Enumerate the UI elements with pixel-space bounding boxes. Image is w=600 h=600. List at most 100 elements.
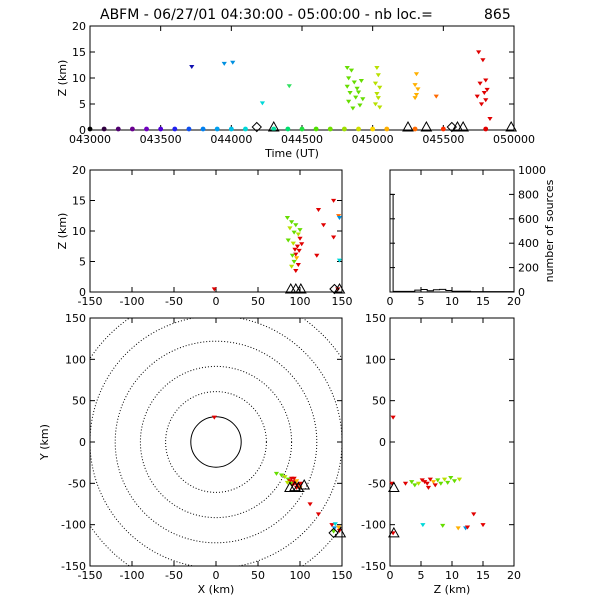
station-marker [451, 120, 464, 132]
data-point [412, 96, 418, 101]
data-point [415, 481, 422, 486]
data-point [353, 95, 359, 100]
data-point [477, 81, 483, 86]
data-point [420, 523, 426, 528]
data-point [329, 523, 335, 528]
data-point [293, 252, 299, 257]
y-tick-label: 400 [518, 237, 539, 250]
data-point [278, 473, 285, 478]
data-point [357, 103, 363, 108]
data-point [350, 106, 356, 111]
data-point [351, 80, 357, 85]
plot-frame [89, 25, 515, 131]
time-marker [130, 126, 135, 132]
data-point [282, 475, 288, 480]
data-point [377, 85, 383, 90]
plot-frame [89, 169, 343, 293]
time-marker [327, 126, 333, 132]
x-tick-label: 044500 [281, 133, 323, 146]
x-z-panel: -150 -100 -50 0 50 100 150 0 5 10 15 20 Z (km) [56, 164, 353, 308]
x-axis-label: X (km) [198, 583, 235, 596]
time-marker [412, 126, 418, 132]
data-point [456, 477, 463, 482]
y-tick-label: 20 [72, 20, 86, 33]
data-point [297, 236, 303, 241]
data-point [336, 215, 343, 220]
data-point [284, 480, 290, 485]
x-tick-label: 100 [290, 569, 311, 582]
data-point [375, 96, 381, 101]
data-point [294, 244, 301, 249]
time-marker [285, 126, 291, 132]
data-point [286, 84, 292, 89]
station-marker [388, 481, 400, 492]
data-point [430, 480, 436, 485]
data-point [390, 415, 396, 420]
data-point [471, 512, 477, 517]
data-point [433, 94, 439, 99]
figure-title: ABFM - 06/27/01 04:30:00 - 05:00:00 - nb… [100, 7, 433, 23]
y-tick-label: 100 [65, 353, 86, 366]
time-marker [342, 126, 347, 132]
data-point [292, 247, 298, 252]
time-marker [144, 126, 149, 132]
data-point [422, 480, 428, 485]
data-point [332, 522, 338, 527]
time-marker [243, 126, 248, 132]
y-tick-label: -100 [361, 519, 386, 532]
y-tick-label: 0 [79, 286, 86, 299]
data-point [402, 481, 409, 486]
data-point [344, 84, 350, 89]
time-marker [384, 126, 390, 132]
range-ring [90, 318, 342, 566]
data-point [375, 73, 381, 78]
y-tick-label: 0 [518, 286, 525, 299]
y-tick-label: 100 [365, 353, 386, 366]
time-marker [101, 126, 107, 132]
data-point [476, 50, 482, 55]
station-marker [251, 121, 262, 133]
data-point [230, 60, 236, 65]
x-tick-label: 045000 [352, 133, 394, 146]
y-tick-label: 5 [79, 256, 86, 269]
x-tick-label: 0 [387, 569, 394, 582]
data-point [315, 208, 322, 213]
data-point [296, 248, 302, 253]
data-point [435, 478, 441, 483]
x-tick-label: -50 [165, 295, 183, 308]
data-point [415, 87, 421, 92]
source-count: 865 [484, 7, 511, 23]
time-marker [356, 126, 361, 132]
data-point [293, 269, 299, 274]
data-point [293, 223, 299, 228]
data-point [483, 78, 489, 83]
x-tick-label: 045500 [422, 133, 464, 146]
y-axis-label: Z (km) [56, 213, 69, 250]
y-tick-label: 150 [365, 312, 386, 325]
range-ring [190, 416, 242, 468]
y-tick-label: 10 [72, 72, 86, 85]
data-point [336, 528, 343, 533]
data-point [445, 480, 451, 485]
x-tick-label: -150 [78, 569, 103, 582]
station-marker [457, 120, 469, 132]
data-point [432, 483, 438, 488]
data-point [259, 101, 266, 106]
data-point [273, 471, 280, 476]
data-point [425, 485, 432, 490]
time-marker [313, 126, 319, 132]
x-tick-label: 15 [476, 569, 490, 582]
data-point [291, 230, 297, 235]
time-marker [228, 126, 234, 132]
y-tick-label: 200 [518, 262, 539, 275]
y-tick-label: 0 [79, 436, 86, 449]
station-marker [402, 120, 414, 132]
data-point [480, 58, 486, 63]
x-tick-label: 50 [251, 295, 265, 308]
data-point [372, 81, 379, 86]
data-point [336, 525, 342, 530]
x-tick-label: 0 [213, 569, 220, 582]
time-marker [172, 126, 178, 132]
x-tick-label: 0 [387, 295, 394, 308]
